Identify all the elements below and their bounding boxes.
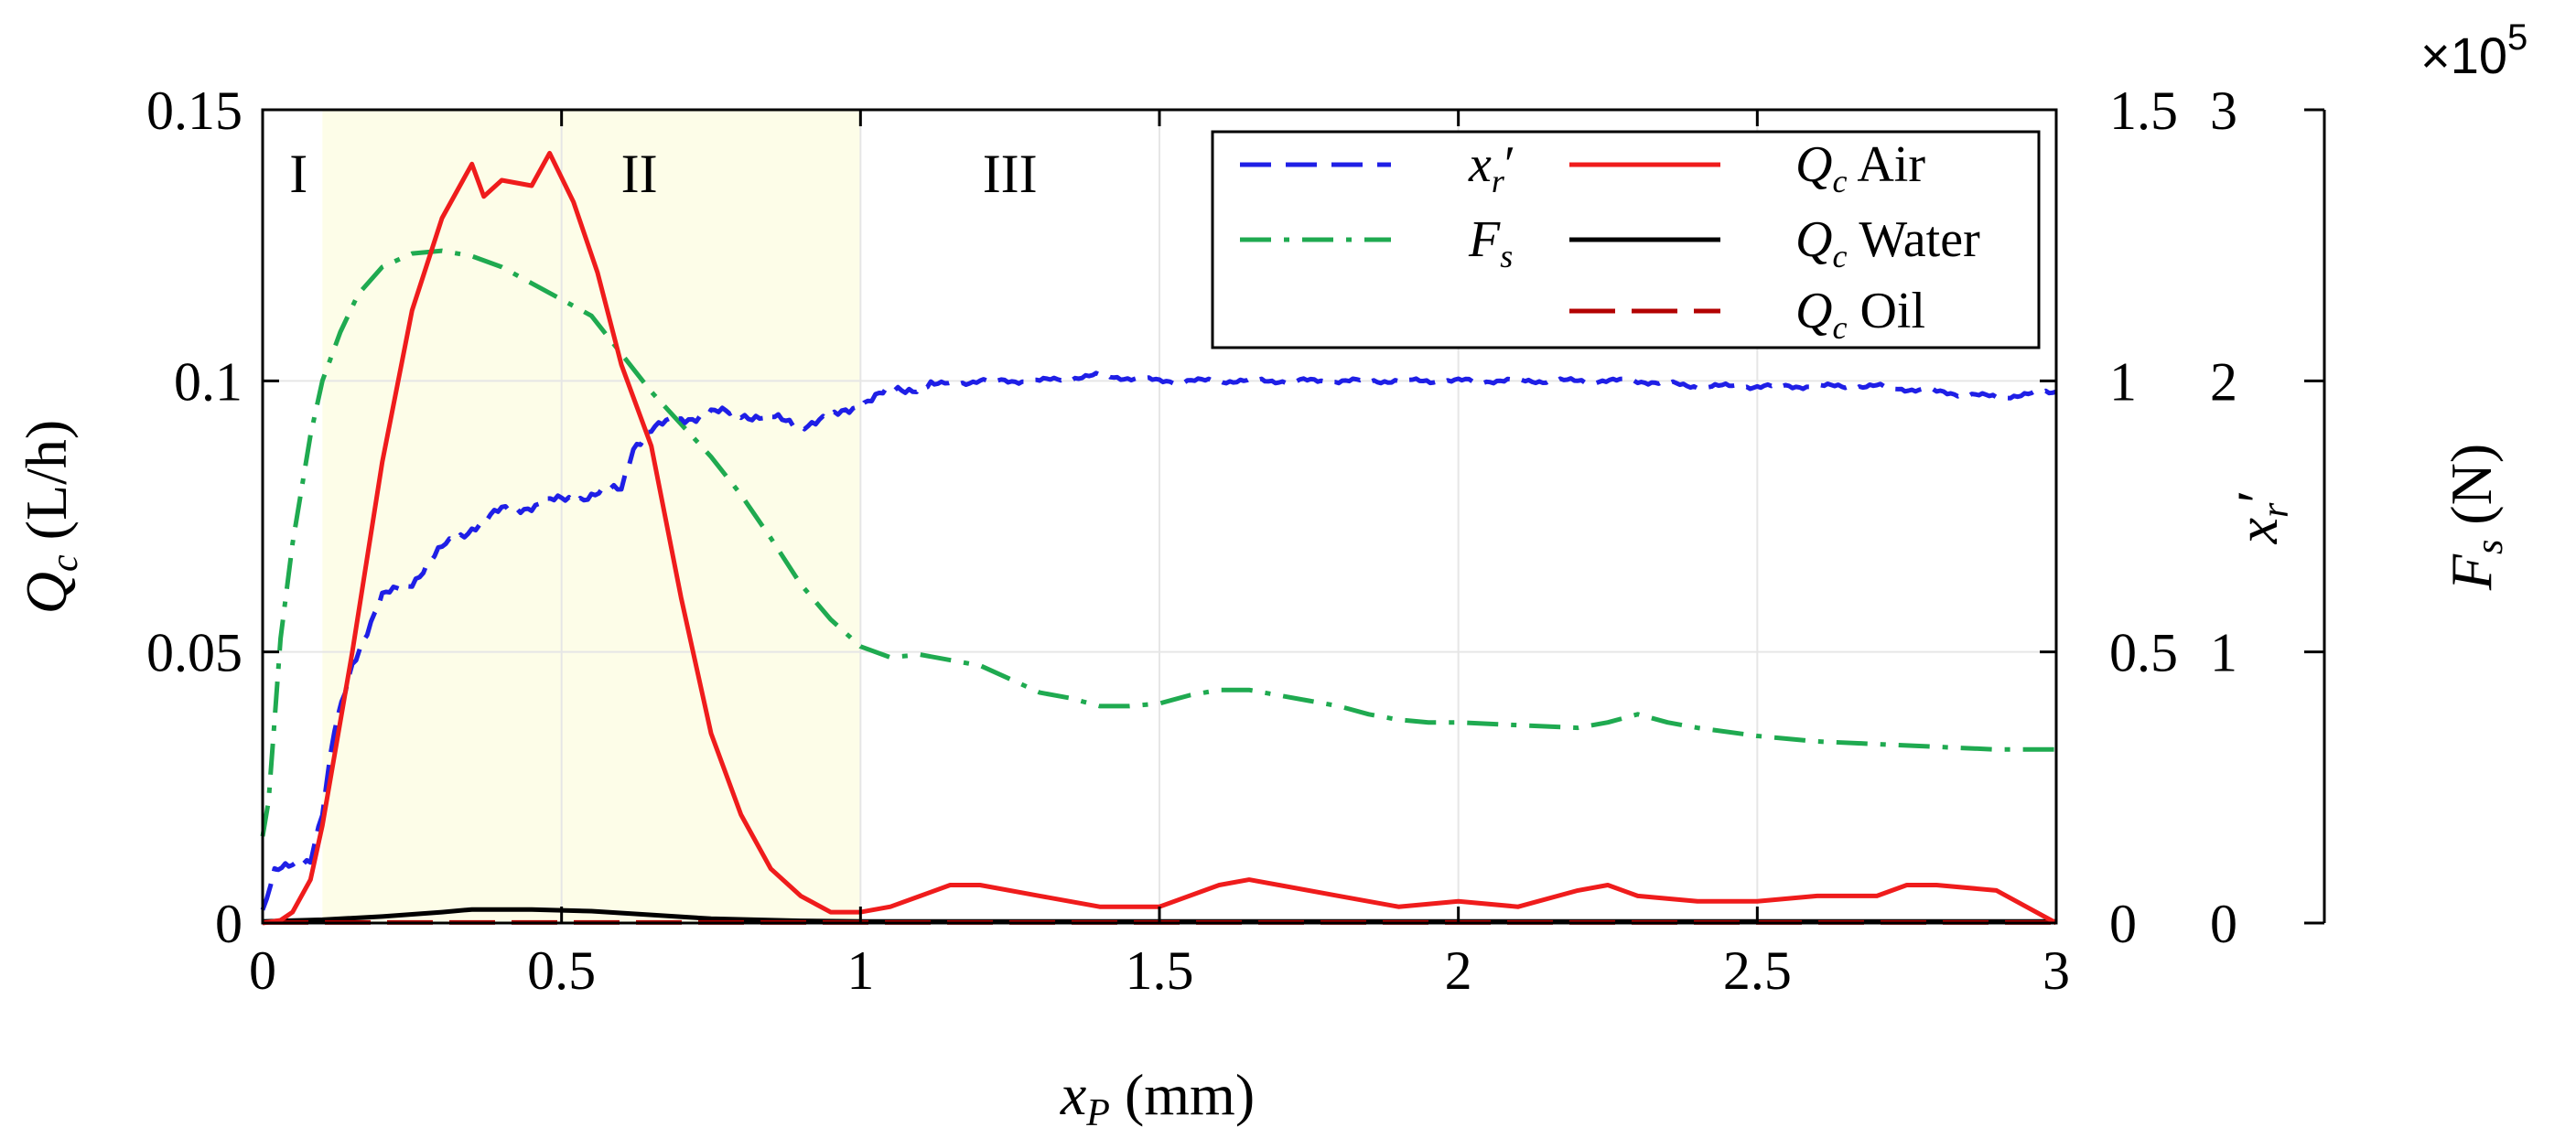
region-label: I <box>289 144 307 204</box>
y-right-tick-label: 1 <box>2210 623 2237 683</box>
x-axis-label: xP (mm) <box>1060 1062 1255 1134</box>
y-mid-tick-label: 1 <box>2109 351 2137 412</box>
right-axis-exponent: ×105 <box>2420 17 2527 84</box>
region-labels: I II III <box>289 144 1037 204</box>
y-mid-tick-label: 0.5 <box>2109 623 2178 683</box>
series-line-xr <box>260 370 2057 911</box>
x-tick-label: 2 <box>1445 940 1472 1001</box>
x-tick-label: 3 <box>2042 940 2070 1001</box>
x-tick-label: 2.5 <box>1723 940 1792 1001</box>
y-left-tick-label: 0.15 <box>146 81 243 141</box>
y-mid-tick-label: 0 <box>2109 894 2137 954</box>
y-axis-label-left: Qc (L/h) <box>14 420 86 614</box>
x-tick-label: 0.5 <box>527 940 596 1001</box>
x-tick-label: 1.5 <box>1126 940 1194 1001</box>
region-ii-shading <box>322 110 861 923</box>
series-line-qair <box>262 150 2058 926</box>
y-right-tick-label: 3 <box>2210 81 2237 141</box>
y-left-tick-label: 0 <box>215 894 243 954</box>
region-label: III <box>983 144 1038 204</box>
y-left-tick-label: 0.05 <box>146 623 243 683</box>
series-line-fs <box>260 248 2056 837</box>
region-label: II <box>621 144 658 204</box>
x-tick-label: 1 <box>846 940 874 1001</box>
y-axis-label-right: Fs (N) <box>2439 444 2511 591</box>
legend-label-xr: xr′ <box>1468 136 1515 199</box>
legend-label-qc-oil: Qc Oil <box>1795 283 1925 346</box>
legend-label-qc-water: Qc Water <box>1795 211 1980 274</box>
x-tick-label: 0 <box>249 940 276 1001</box>
y-mid-tick-label: 1.5 <box>2109 81 2178 141</box>
y-axis-label-mid: xr′ <box>2225 490 2297 545</box>
legend: xr′ Fs Qc Air Qc Water Qc Oil <box>1211 130 2041 349</box>
legend-label-fs: Fs <box>1468 211 1513 274</box>
y-left-tick-label: 0.1 <box>174 351 243 412</box>
y-right-tick-label: 2 <box>2210 351 2237 412</box>
y-right-tick-label: 0 <box>2210 894 2237 954</box>
legend-label-qc-air: Qc Air <box>1795 136 1925 199</box>
